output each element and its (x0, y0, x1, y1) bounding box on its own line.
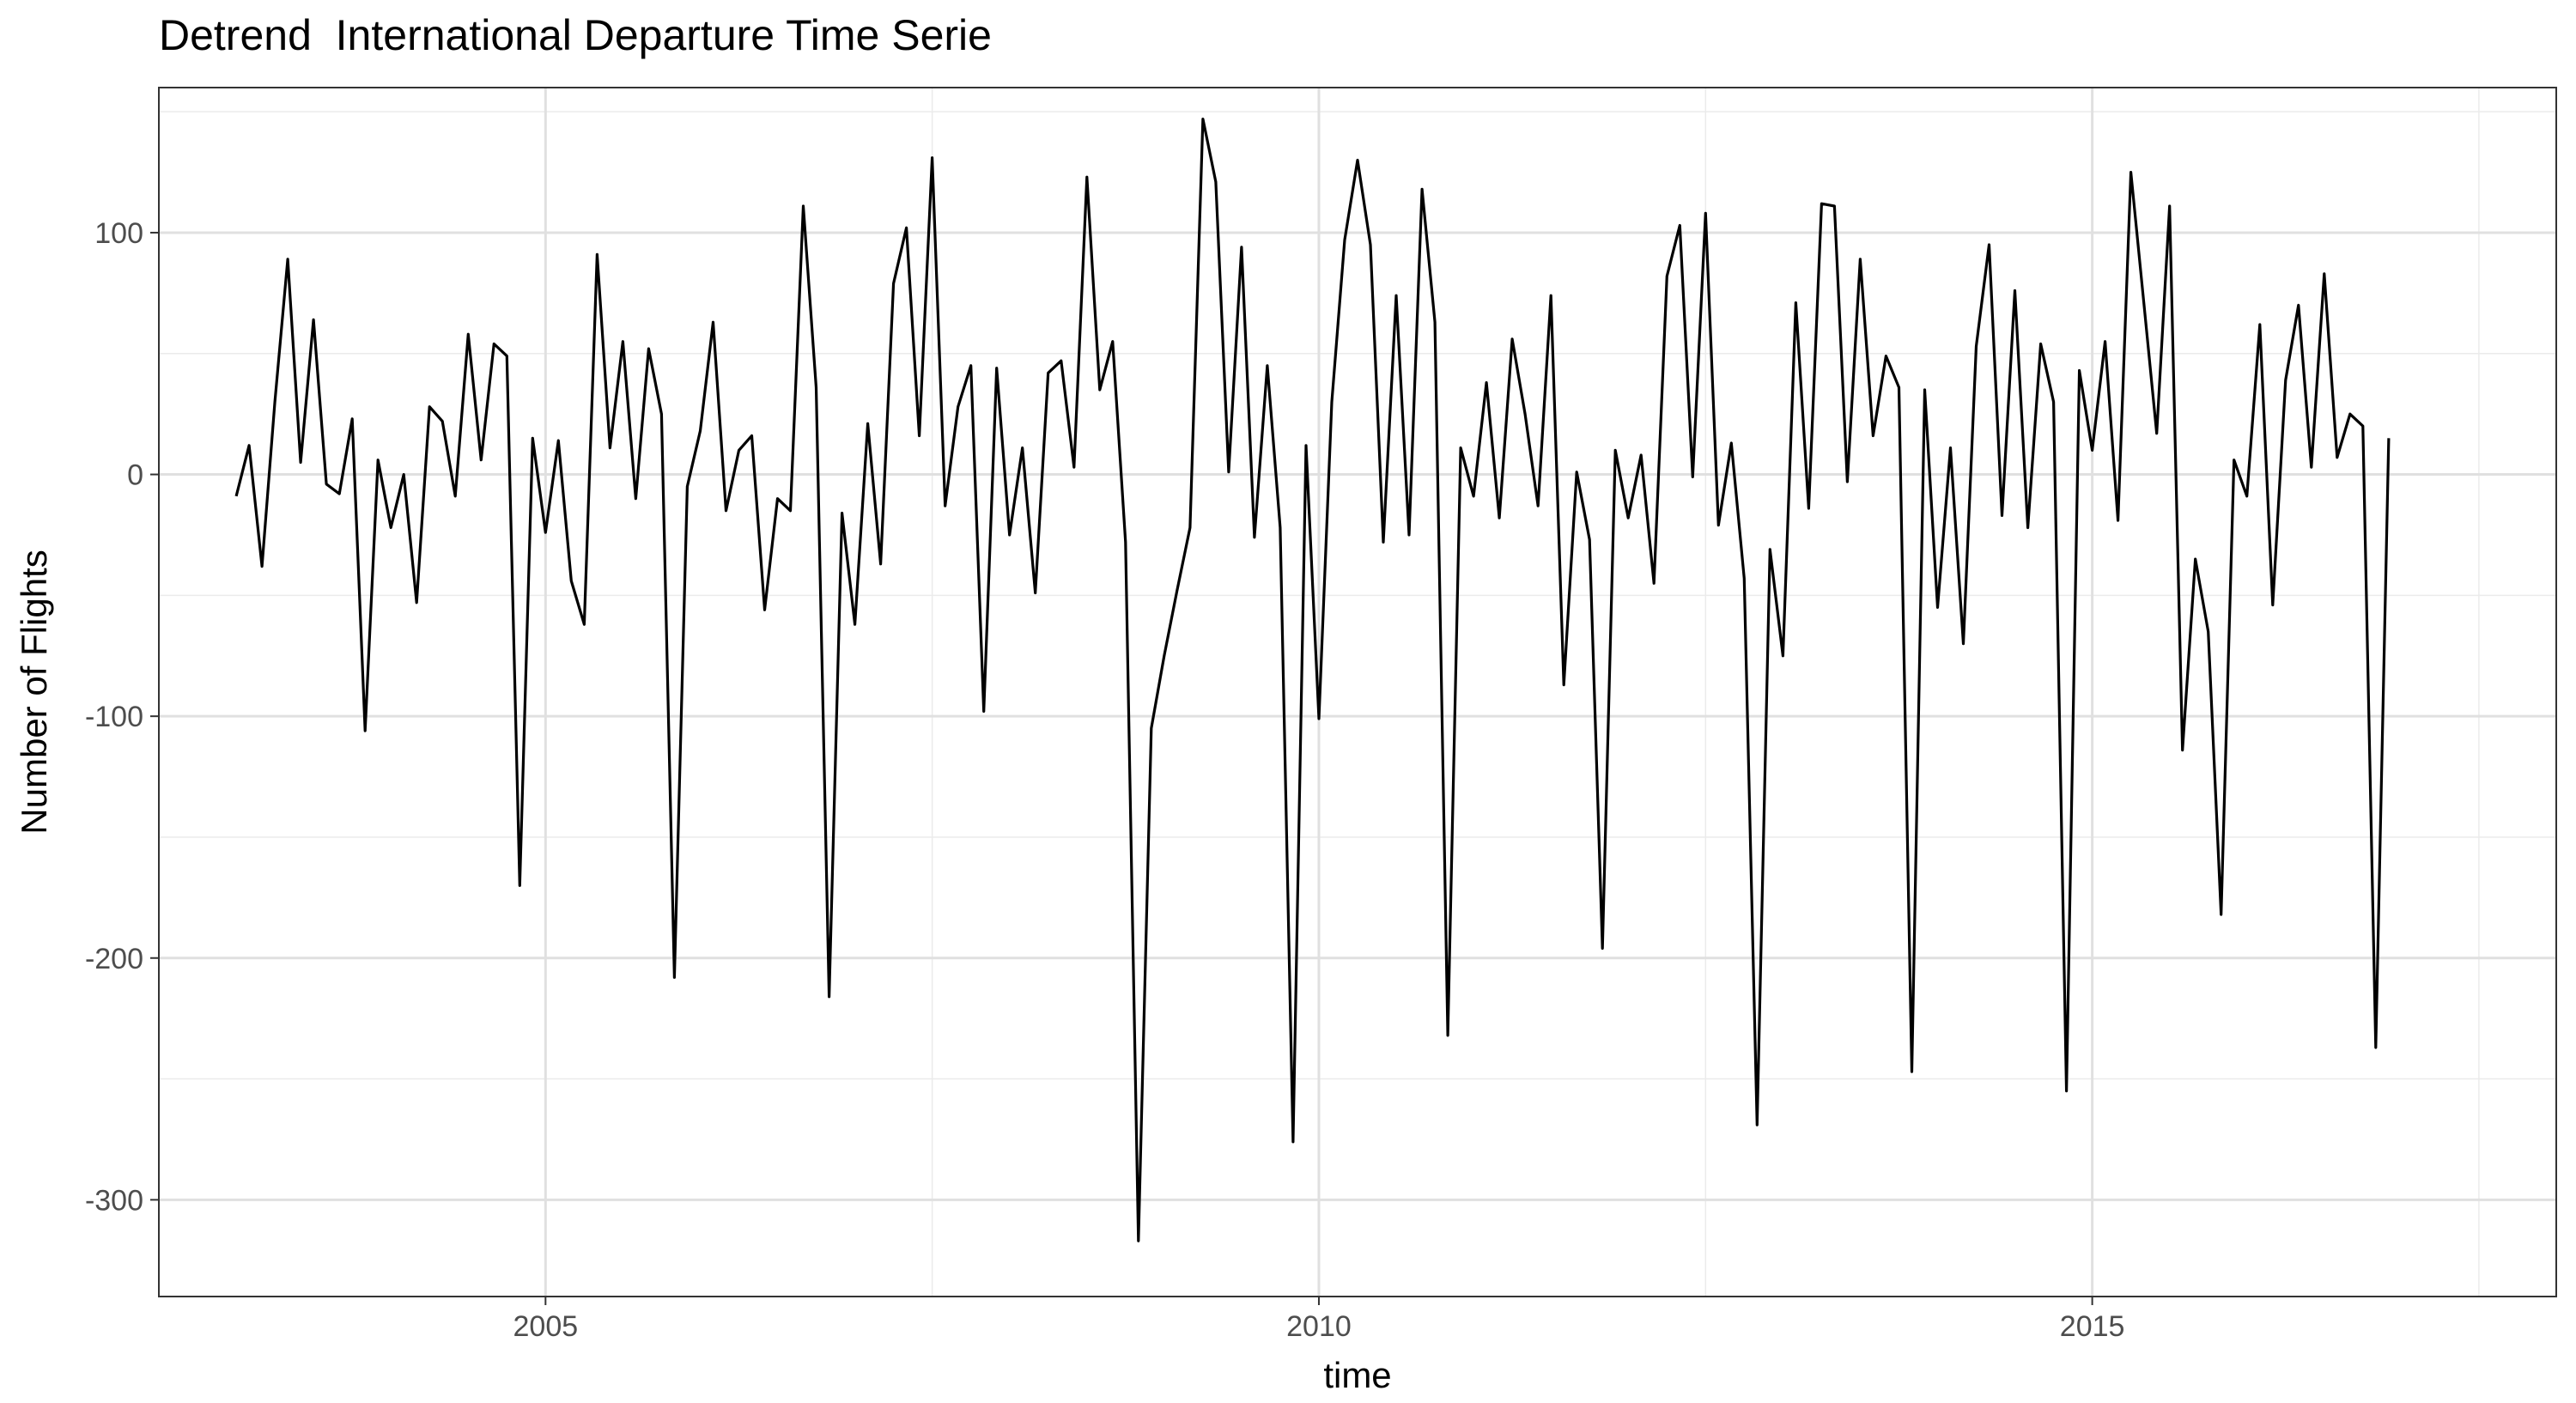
x-axis-title: time (1323, 1355, 1391, 1395)
y-tick-label: -100 (85, 701, 143, 733)
series-line (234, 118, 2391, 1242)
y-tick-label: -200 (85, 943, 143, 975)
minor-gridlines (158, 88, 2556, 1297)
panel-background (159, 88, 2556, 1297)
x-tick-label: 2010 (1286, 1310, 1352, 1343)
major-gridlines (159, 88, 2556, 1297)
y-tick-label: 100 (94, 217, 143, 250)
x-tick-label: 2015 (2060, 1310, 2125, 1343)
y-axis: -300 -200 -100 0 100 (85, 217, 159, 1217)
y-tick-label: -300 (85, 1184, 143, 1217)
panel-border (158, 87, 2557, 1297)
x-axis: 2005 2010 2015 (513, 1297, 2125, 1343)
y-axis-title: Number of Flights (14, 550, 54, 834)
y-tick-label: 0 (127, 459, 143, 492)
chart-title: Detrend International Departure Time Ser… (159, 11, 992, 59)
x-tick-label: 2005 (513, 1310, 579, 1343)
series-layer (234, 118, 2391, 1242)
